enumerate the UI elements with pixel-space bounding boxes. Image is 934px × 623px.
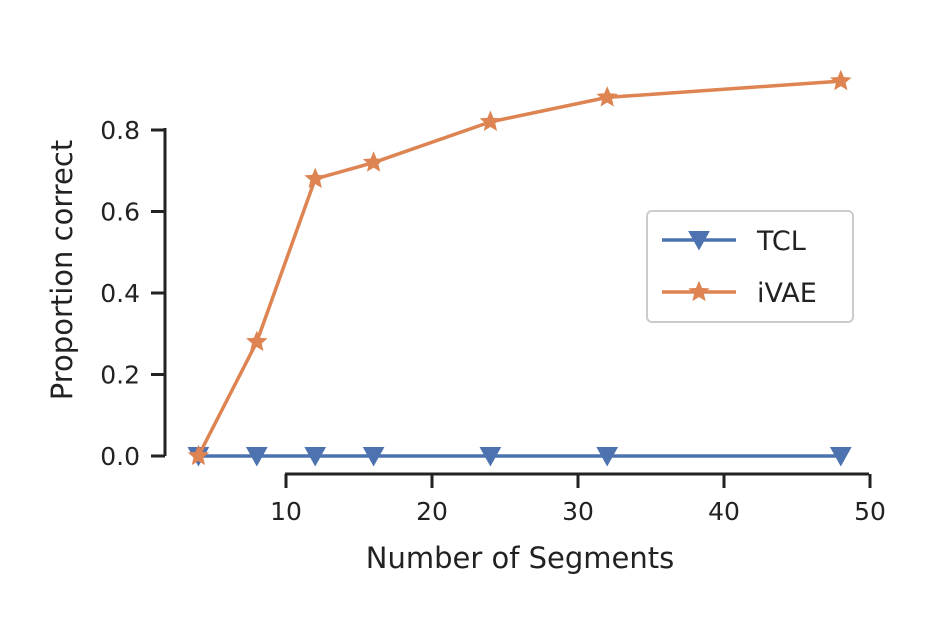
legend-frame: [646, 210, 854, 323]
data-point-ivae: [362, 151, 385, 172]
data-point-tcl: [479, 447, 502, 467]
x-tick-label: 40: [708, 497, 740, 526]
legend-label-tcl: TCL: [756, 226, 806, 257]
y-tick-label: 0.8: [100, 116, 140, 145]
x-tick-label: 10: [270, 497, 302, 526]
data-point-ivae: [479, 110, 502, 131]
data-point-ivae: [187, 444, 210, 466]
data-point-tcl: [362, 447, 385, 467]
data-point-tcl: [829, 447, 852, 467]
legend-marker-tcl: [688, 231, 710, 251]
x-tick-label: 30: [562, 497, 594, 526]
series-ivae: [187, 69, 852, 466]
y-tick-label: 0.4: [100, 279, 140, 308]
legend-label-ivae: iVAE: [757, 278, 817, 309]
legend: TCL iVAE: [646, 210, 854, 323]
x-tick-label: 20: [416, 497, 448, 526]
data-point-ivae: [830, 69, 852, 91]
x-axis-label: Number of Segments: [366, 541, 675, 575]
data-point-tcl: [596, 447, 619, 467]
y-tick-label: 0.6: [100, 198, 140, 227]
data-point-ivae: [304, 167, 326, 189]
legend-marker-ivae: [688, 280, 710, 302]
y-tick-label: 0.2: [100, 361, 140, 390]
series-layer: [187, 69, 852, 467]
y-axis-label: Proportion correct: [45, 140, 79, 400]
data-point-tcl: [245, 447, 268, 467]
data-point-tcl: [304, 447, 327, 467]
legend-marker-shape-tcl: [688, 231, 710, 251]
y-tick-label: 0.0: [100, 442, 140, 471]
series-tcl: [187, 447, 852, 467]
data-point-ivae: [246, 330, 268, 352]
data-point-ivae: [596, 86, 618, 107]
x-tick-label: 50: [854, 497, 886, 526]
x-axis: 10 20 30 40 50: [270, 472, 886, 526]
y-axis: 0.0 0.2 0.4 0.6 0.8: [100, 116, 167, 471]
legend-marker-shape-ivae: [688, 280, 710, 302]
